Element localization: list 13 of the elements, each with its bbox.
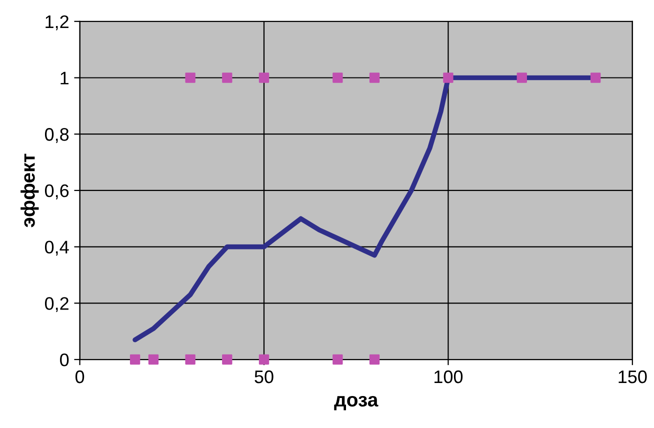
x-tick-label: 0 <box>75 370 84 384</box>
y-tick-label: 1 <box>60 72 68 84</box>
y-tick-label: 0,6 <box>44 184 69 200</box>
y-tick-label: 0,8 <box>44 128 69 143</box>
y-tick-label: 0 <box>60 353 69 366</box>
y-tick-label: 0,2 <box>44 297 68 312</box>
x-tick-label: 150 <box>618 370 647 384</box>
x-tick-label: 50 <box>254 370 274 384</box>
y-tick-label: 1,2 <box>46 15 68 30</box>
x-tick-label: 100 <box>434 370 463 384</box>
y-axis-title: эффект <box>20 154 39 228</box>
x-axis-title: доза <box>334 396 378 410</box>
y-tick-label: 0,4 <box>44 240 69 256</box>
